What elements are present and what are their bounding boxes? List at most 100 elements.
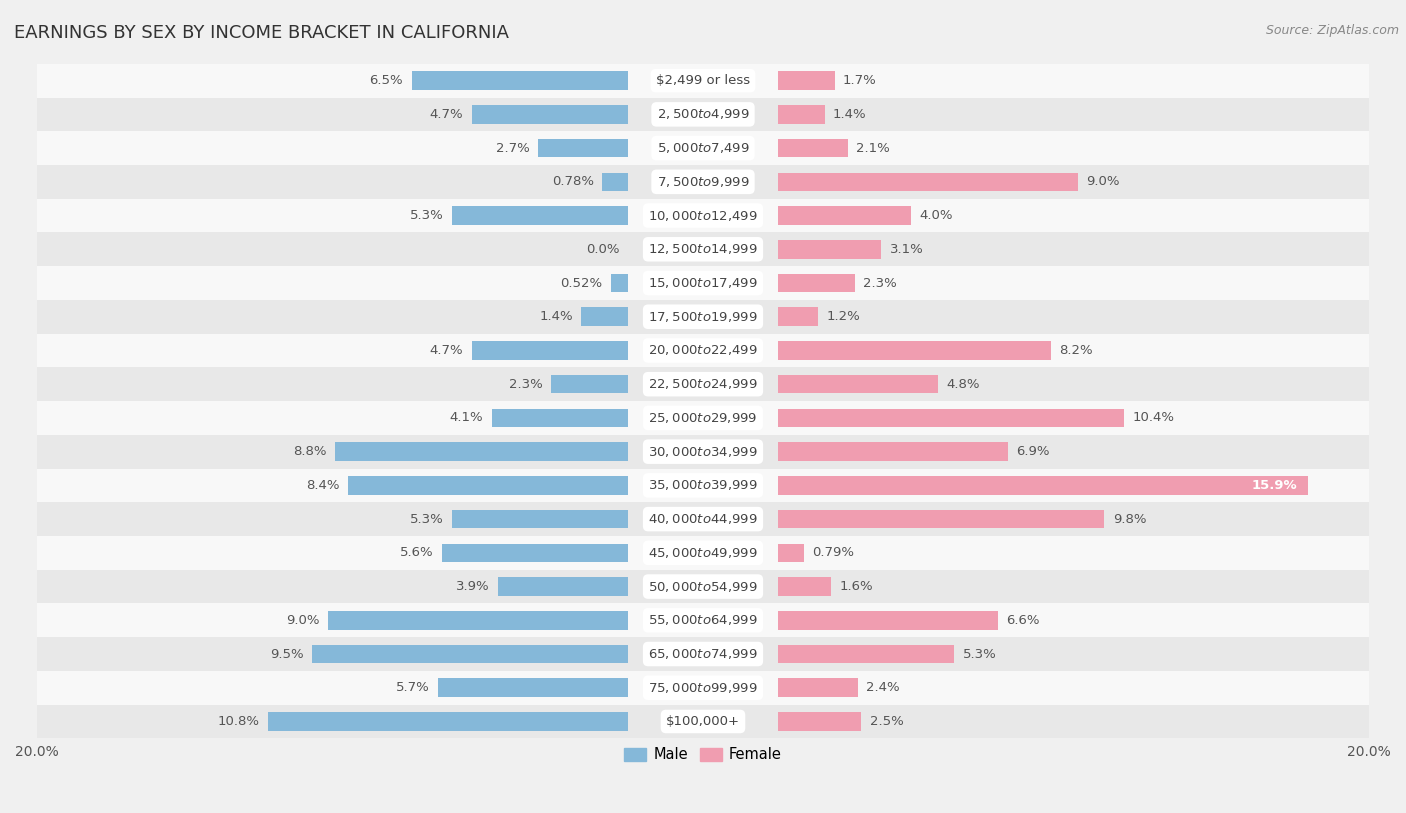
Text: $65,000 to $74,999: $65,000 to $74,999 — [648, 647, 758, 661]
Text: $22,500 to $24,999: $22,500 to $24,999 — [648, 377, 758, 391]
Bar — [778, 712, 862, 731]
Bar — [582, 307, 628, 326]
Text: $12,500 to $14,999: $12,500 to $14,999 — [648, 242, 758, 256]
Text: 0.79%: 0.79% — [813, 546, 855, 559]
Text: 5.7%: 5.7% — [396, 681, 430, 694]
Text: 9.0%: 9.0% — [287, 614, 321, 627]
Bar — [471, 105, 628, 124]
Bar — [37, 165, 1369, 198]
Bar — [37, 468, 1369, 502]
Bar — [37, 401, 1369, 435]
Text: $25,000 to $29,999: $25,000 to $29,999 — [648, 411, 758, 425]
Text: 1.7%: 1.7% — [842, 74, 876, 87]
Bar — [778, 274, 855, 293]
Text: $20,000 to $22,499: $20,000 to $22,499 — [648, 343, 758, 358]
Bar — [37, 502, 1369, 536]
Bar — [37, 536, 1369, 570]
Bar — [778, 409, 1125, 427]
Text: 1.4%: 1.4% — [832, 108, 866, 121]
Bar — [37, 233, 1369, 266]
Text: 8.4%: 8.4% — [307, 479, 340, 492]
Text: $10,000 to $12,499: $10,000 to $12,499 — [648, 209, 758, 223]
Bar — [37, 435, 1369, 468]
Bar — [471, 341, 628, 359]
Bar — [778, 240, 882, 259]
Bar — [37, 300, 1369, 333]
Text: EARNINGS BY SEX BY INCOME BRACKET IN CALIFORNIA: EARNINGS BY SEX BY INCOME BRACKET IN CAL… — [14, 24, 509, 42]
Text: 6.9%: 6.9% — [1017, 446, 1049, 459]
Bar — [778, 544, 804, 562]
Text: 5.3%: 5.3% — [409, 209, 443, 222]
Text: $30,000 to $34,999: $30,000 to $34,999 — [648, 445, 758, 459]
Text: 10.4%: 10.4% — [1133, 411, 1174, 424]
Bar — [37, 131, 1369, 165]
Bar — [492, 409, 628, 427]
Bar — [37, 63, 1369, 98]
Text: $55,000 to $64,999: $55,000 to $64,999 — [648, 613, 758, 628]
Bar — [778, 510, 1104, 528]
Bar — [778, 611, 998, 629]
Text: 5.3%: 5.3% — [963, 647, 997, 660]
Text: $75,000 to $99,999: $75,000 to $99,999 — [648, 680, 758, 695]
Bar — [37, 198, 1369, 233]
Bar — [610, 274, 628, 293]
Text: 2.1%: 2.1% — [856, 141, 890, 154]
Bar — [269, 712, 628, 731]
Text: 4.7%: 4.7% — [430, 344, 463, 357]
Bar — [37, 705, 1369, 738]
Text: 9.8%: 9.8% — [1112, 513, 1146, 526]
Bar — [498, 577, 628, 596]
Bar — [778, 72, 835, 90]
Bar — [602, 172, 628, 191]
Text: 4.7%: 4.7% — [430, 108, 463, 121]
Text: 5.3%: 5.3% — [409, 513, 443, 526]
Text: 3.1%: 3.1% — [890, 243, 924, 256]
Bar — [778, 207, 911, 225]
Text: 2.5%: 2.5% — [869, 715, 903, 728]
Text: 9.5%: 9.5% — [270, 647, 304, 660]
Bar — [37, 637, 1369, 671]
Text: $45,000 to $49,999: $45,000 to $49,999 — [648, 546, 758, 560]
Legend: Male, Female: Male, Female — [619, 741, 787, 768]
Bar — [312, 645, 628, 663]
Bar — [37, 603, 1369, 637]
Bar — [37, 98, 1369, 131]
Bar — [349, 476, 628, 494]
Text: 0.0%: 0.0% — [586, 243, 620, 256]
Bar — [778, 139, 848, 158]
Bar — [37, 266, 1369, 300]
Bar — [439, 679, 628, 697]
Text: 9.0%: 9.0% — [1085, 176, 1119, 189]
Bar — [778, 679, 858, 697]
Bar — [778, 172, 1077, 191]
Text: 1.4%: 1.4% — [540, 311, 574, 324]
Bar — [37, 671, 1369, 705]
Text: 4.1%: 4.1% — [450, 411, 484, 424]
Text: 15.9%: 15.9% — [1251, 479, 1298, 492]
Bar — [451, 510, 628, 528]
Text: 6.6%: 6.6% — [1007, 614, 1039, 627]
Bar — [551, 375, 628, 393]
Text: 8.8%: 8.8% — [292, 446, 326, 459]
Text: 2.3%: 2.3% — [863, 276, 897, 289]
Text: 2.4%: 2.4% — [866, 681, 900, 694]
Bar — [37, 333, 1369, 367]
Bar — [778, 375, 938, 393]
Bar — [778, 645, 955, 663]
Text: 2.3%: 2.3% — [509, 378, 543, 391]
Text: $17,500 to $19,999: $17,500 to $19,999 — [648, 310, 758, 324]
Text: $35,000 to $39,999: $35,000 to $39,999 — [648, 478, 758, 493]
Text: $2,500 to $4,999: $2,500 to $4,999 — [657, 107, 749, 121]
Text: 10.8%: 10.8% — [218, 715, 260, 728]
Bar — [778, 476, 1308, 494]
Bar — [37, 570, 1369, 603]
Bar — [778, 341, 1052, 359]
Bar — [329, 611, 628, 629]
Text: 1.2%: 1.2% — [827, 311, 860, 324]
Bar — [778, 577, 831, 596]
Bar — [538, 139, 628, 158]
Text: 2.7%: 2.7% — [496, 141, 530, 154]
Text: 0.52%: 0.52% — [560, 276, 602, 289]
Text: $15,000 to $17,499: $15,000 to $17,499 — [648, 276, 758, 290]
Text: 5.6%: 5.6% — [399, 546, 433, 559]
